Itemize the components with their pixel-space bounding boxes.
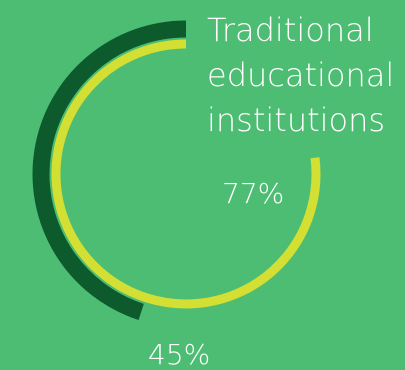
outer-ring-value-label: 45% — [148, 338, 210, 370]
outer-ring-arc — [32, 20, 187, 320]
ring-group — [32, 20, 321, 320]
inner-ring-value-label: 77% — [222, 177, 284, 210]
inner-ring-arc — [51, 39, 321, 309]
chart-title-line-1: Traditional — [207, 11, 374, 49]
chart-title-line-3: institutions — [207, 101, 385, 139]
chart-title-line-2: educational — [207, 56, 394, 94]
